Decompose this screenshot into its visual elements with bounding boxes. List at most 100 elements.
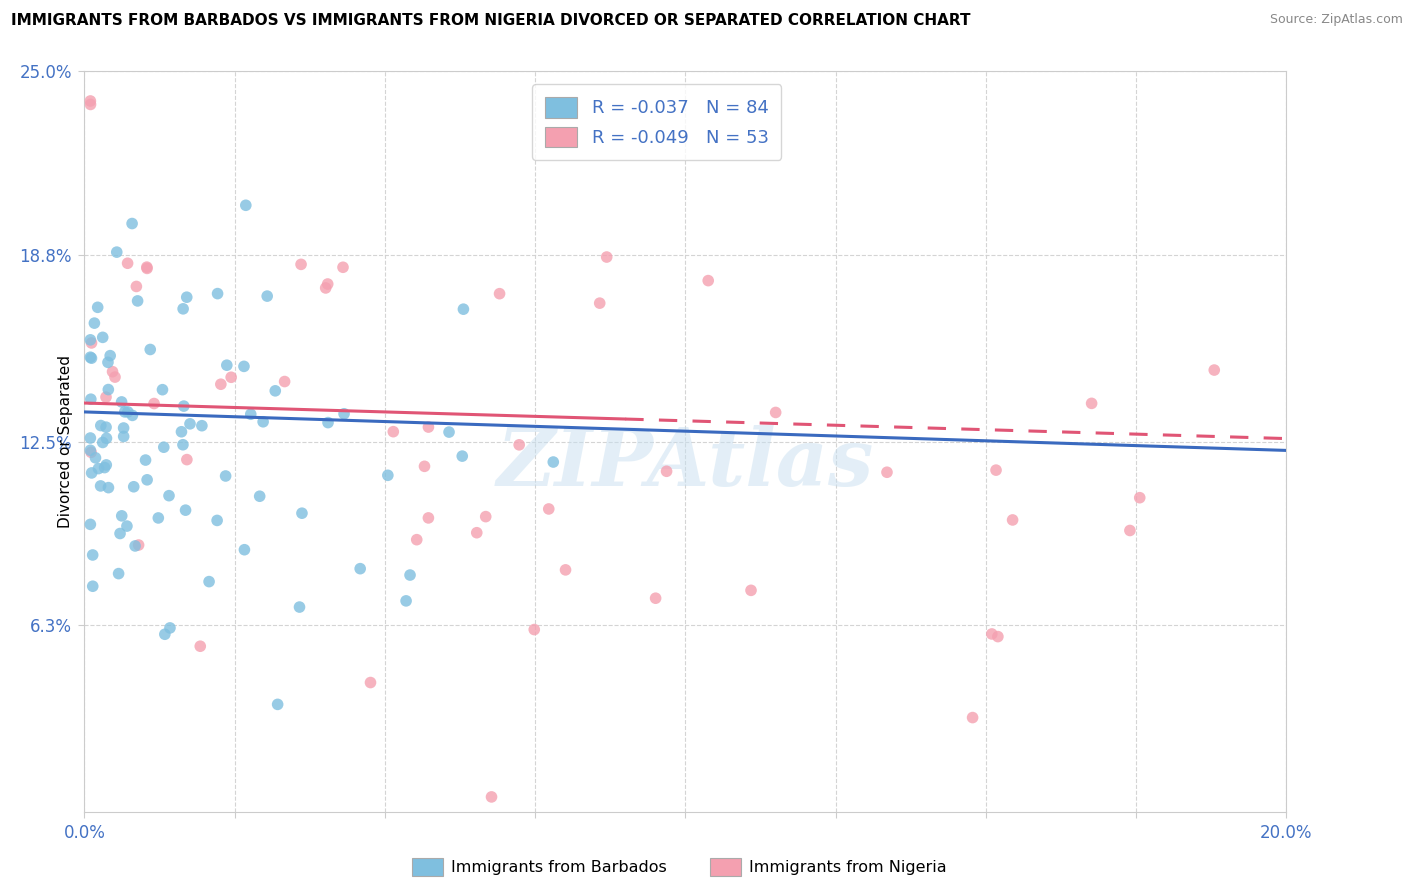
Point: [79, 97, 101, 112]
Text: Source: ZipAtlas.com: Source: ZipAtlas.com: [1270, 13, 1403, 27]
Point: [205, 513, 228, 527]
Point: [153, 627, 176, 641]
Point: [765, 405, 787, 419]
Point: [170, 425, 193, 439]
Point: [596, 250, 619, 264]
Point: [291, 506, 314, 520]
Point: [79, 443, 101, 458]
Point: [136, 473, 159, 487]
Point: [91, 435, 114, 450]
Point: [79, 431, 101, 445]
Point: [82, 579, 104, 593]
Point: [174, 503, 197, 517]
Point: [176, 290, 198, 304]
Point: [96, 431, 118, 445]
Point: [93, 460, 115, 475]
Text: Immigrants from Nigeria: Immigrants from Nigeria: [749, 860, 948, 874]
Point: [980, 627, 1002, 641]
Point: [115, 519, 138, 533]
Point: [554, 563, 576, 577]
Point: [121, 409, 143, 423]
Point: [413, 459, 436, 474]
Point: [111, 508, 134, 523]
Point: [239, 407, 262, 421]
Point: [214, 469, 236, 483]
Point: [87, 461, 110, 475]
Point: [157, 489, 180, 503]
Text: ZIPAtlas: ZIPAtlas: [496, 425, 875, 502]
Point: [172, 438, 194, 452]
Text: IMMIGRANTS FROM BARBADOS VS IMMIGRANTS FROM NIGERIA DIVORCED OR SEPARATED CORREL: IMMIGRANTS FROM BARBADOS VS IMMIGRANTS F…: [11, 13, 970, 29]
Point: [79, 94, 101, 108]
Point: [179, 417, 201, 431]
Point: [96, 458, 118, 472]
Point: [94, 420, 117, 434]
Point: [98, 349, 121, 363]
Point: [233, 359, 256, 374]
Point: [349, 562, 371, 576]
Point: [83, 316, 105, 330]
Point: [80, 392, 103, 407]
Point: [418, 511, 440, 525]
Point: [399, 568, 422, 582]
Point: [1119, 524, 1142, 538]
Point: [152, 440, 174, 454]
Point: [249, 489, 271, 503]
Point: [159, 621, 181, 635]
Point: [215, 358, 238, 372]
Point: [233, 542, 256, 557]
Point: [79, 333, 101, 347]
Point: [82, 548, 104, 562]
Point: [114, 405, 136, 419]
Point: [191, 418, 214, 433]
Point: [316, 277, 339, 291]
Point: [122, 480, 145, 494]
Point: [1080, 396, 1102, 410]
Point: [405, 533, 427, 547]
Point: [508, 438, 530, 452]
Point: [104, 370, 127, 384]
Point: [418, 420, 440, 434]
Point: [451, 449, 474, 463]
Point: [110, 395, 132, 409]
Point: [537, 502, 560, 516]
Point: [315, 281, 337, 295]
Point: [91, 330, 114, 344]
Point: [80, 335, 103, 350]
Point: [97, 383, 120, 397]
Point: [97, 355, 120, 369]
Point: [235, 198, 257, 212]
Point: [589, 296, 612, 310]
Point: [176, 452, 198, 467]
Point: [962, 710, 984, 724]
Point: [453, 302, 475, 317]
Point: [107, 566, 129, 581]
Point: [94, 390, 117, 404]
Point: [112, 421, 135, 435]
Point: [644, 591, 666, 606]
Point: [90, 479, 112, 493]
Y-axis label: Divorced or Separated: Divorced or Separated: [58, 355, 73, 528]
Text: Immigrants from Barbados: Immigrants from Barbados: [451, 860, 666, 874]
Point: [86, 301, 108, 315]
Point: [207, 286, 229, 301]
Point: [697, 274, 720, 288]
Point: [740, 583, 762, 598]
Point: [117, 405, 139, 419]
Point: [117, 256, 139, 270]
Point: [219, 370, 242, 384]
Point: [481, 789, 503, 804]
Point: [84, 450, 107, 465]
Point: [135, 453, 157, 467]
Point: [127, 293, 149, 308]
Point: [1204, 363, 1226, 377]
Point: [264, 384, 287, 398]
Point: [987, 630, 1010, 644]
Point: [97, 481, 120, 495]
Point: [139, 343, 162, 357]
Point: [188, 639, 211, 653]
Point: [124, 539, 146, 553]
Point: [266, 698, 288, 712]
Point: [80, 466, 103, 480]
Point: [876, 465, 898, 479]
